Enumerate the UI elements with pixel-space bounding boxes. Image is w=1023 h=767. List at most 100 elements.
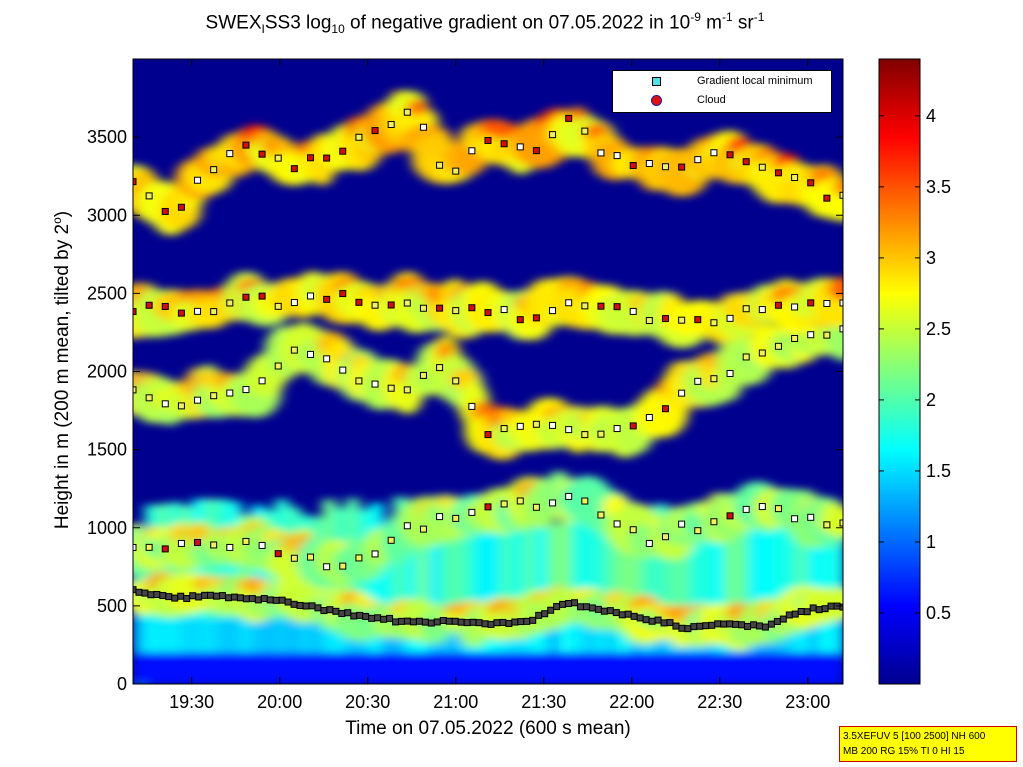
gradient-minimum-marker [194, 396, 202, 404]
gradient-minimum-marker [791, 174, 799, 182]
gradient-minimum-marker [629, 526, 637, 534]
cloud-marker [807, 299, 815, 307]
gradient-minimum-marker [823, 521, 831, 529]
cloud-marker [597, 302, 605, 310]
colorbar [878, 58, 921, 685]
gradient-minimum-marker [326, 606, 334, 614]
colorbar-tick-label: 2 [926, 390, 936, 410]
gradient-minimum-marker [308, 602, 316, 610]
gradient-minimum-marker [660, 619, 668, 627]
gradient-minimum-marker [710, 149, 718, 157]
gradient-minimum-marker [171, 594, 179, 602]
gradient-minimum-marker [839, 603, 843, 611]
gradient-minimum-marker [694, 377, 702, 385]
gradient-minimum-marker [541, 610, 549, 618]
gradient-minimum-marker [236, 594, 244, 602]
gradient-minimum-marker [469, 618, 477, 626]
gradient-minimum-marker [613, 152, 621, 160]
gradient-minimum-marker [457, 618, 465, 626]
gradient-minimum-marker [433, 618, 441, 626]
circle-marker-icon [651, 95, 662, 106]
gradient-minimum-marker [549, 131, 557, 139]
gradient-minimum-marker [738, 621, 746, 629]
gradient-minimum-marker [645, 414, 653, 422]
gradient-minimum-marker [553, 603, 561, 611]
colorbar-tick-label: 2.5 [926, 319, 951, 339]
gradient-minimum-marker [403, 617, 411, 625]
gradient-minimum-marker [565, 492, 573, 500]
marker-layer [133, 108, 843, 633]
gradient-minimum-marker [565, 426, 573, 434]
colorbar-tick-label: 3 [926, 248, 936, 268]
gradient-minimum-marker [535, 611, 543, 619]
cloud-marker [774, 301, 782, 309]
gradient-minimum-marker [594, 605, 602, 613]
info-line-2: MB 200 RG 15% TI 0 HI 15 [843, 746, 965, 757]
gradient-minimum-marker [339, 562, 347, 570]
gradient-minimum-marker [403, 522, 411, 530]
gradient-minimum-marker [387, 384, 395, 392]
gradient-minimum-marker [549, 499, 557, 507]
gradient-minimum-marker [210, 392, 218, 400]
cloud-marker [678, 163, 686, 171]
cloud-marker [266, 596, 274, 604]
gradient-minimum-marker [742, 305, 750, 313]
gradient-minimum-marker [344, 609, 352, 617]
gradient-minimum-marker [355, 133, 363, 141]
gradient-minimum-marker [201, 591, 209, 599]
x-tick-label: 22:00 [609, 692, 654, 712]
x-tick-label: 21:30 [521, 692, 566, 712]
legend-entry-gradient-minimum: Gradient local minimum [613, 74, 831, 90]
gradient-minimum-marker [133, 386, 137, 394]
gradient-minimum-marker [821, 605, 829, 613]
gradient-minimum-marker [452, 307, 460, 315]
gradient-minimum-marker [387, 121, 395, 129]
gradient-minimum-marker [133, 543, 137, 551]
gradient-minimum-marker [791, 610, 799, 618]
gradient-minimum-marker [274, 362, 282, 370]
gradient-minimum-marker [302, 602, 310, 610]
gradient-minimum-marker [226, 543, 234, 551]
gradient-minimum-marker [839, 299, 843, 307]
gradient-minimum-marker [224, 594, 232, 602]
y-tick-label: 3500 [87, 127, 127, 147]
cloud-marker [559, 600, 567, 608]
gradient-minimum-marker [791, 334, 799, 342]
cloud-marker [484, 309, 492, 317]
gradient-minimum-marker [371, 301, 379, 309]
gradient-minimum-marker [630, 612, 638, 620]
gradient-minimum-marker [744, 622, 752, 630]
cloud-marker [323, 295, 331, 303]
gradient-minimum-marker [732, 620, 740, 628]
legend-label: Gradient local minimum [697, 75, 813, 87]
gradient-minimum-marker [274, 302, 282, 310]
gradient-minimum-marker [254, 596, 262, 604]
gradient-minimum-marker [177, 592, 185, 600]
gradient-minimum-marker [815, 606, 823, 614]
gradient-minimum-marker [380, 615, 388, 623]
gradient-minimum-marker [684, 625, 692, 633]
cloud-marker [484, 137, 492, 145]
gradient-minimum-marker [785, 611, 793, 619]
gradient-minimum-marker [307, 350, 314, 358]
gradient-minimum-marker [403, 108, 411, 116]
gradient-minimum-marker [597, 149, 605, 157]
gradient-minimum-marker [654, 616, 662, 624]
legend-entry-cloud: Cloud [613, 93, 831, 109]
cloud-marker [177, 309, 185, 317]
gradient-minimum-marker [565, 600, 573, 608]
gradient-minimum-marker [500, 425, 508, 433]
gradient-minimum-marker [662, 163, 669, 171]
gradient-minimum-marker [226, 389, 234, 397]
y-tick-label: 1500 [87, 440, 127, 460]
gradient-minimum-marker [581, 127, 589, 135]
gradient-minimum-marker [597, 511, 605, 519]
gradient-minimum-marker [549, 421, 557, 429]
gradient-minimum-marker [386, 614, 394, 622]
gradient-minimum-marker [468, 508, 476, 516]
gradient-minimum-marker [666, 619, 674, 627]
cloud-marker [629, 422, 637, 430]
gradient-minimum-marker [678, 389, 686, 397]
gradient-minimum-marker [694, 156, 702, 164]
gradient-minimum-marker [397, 617, 405, 625]
